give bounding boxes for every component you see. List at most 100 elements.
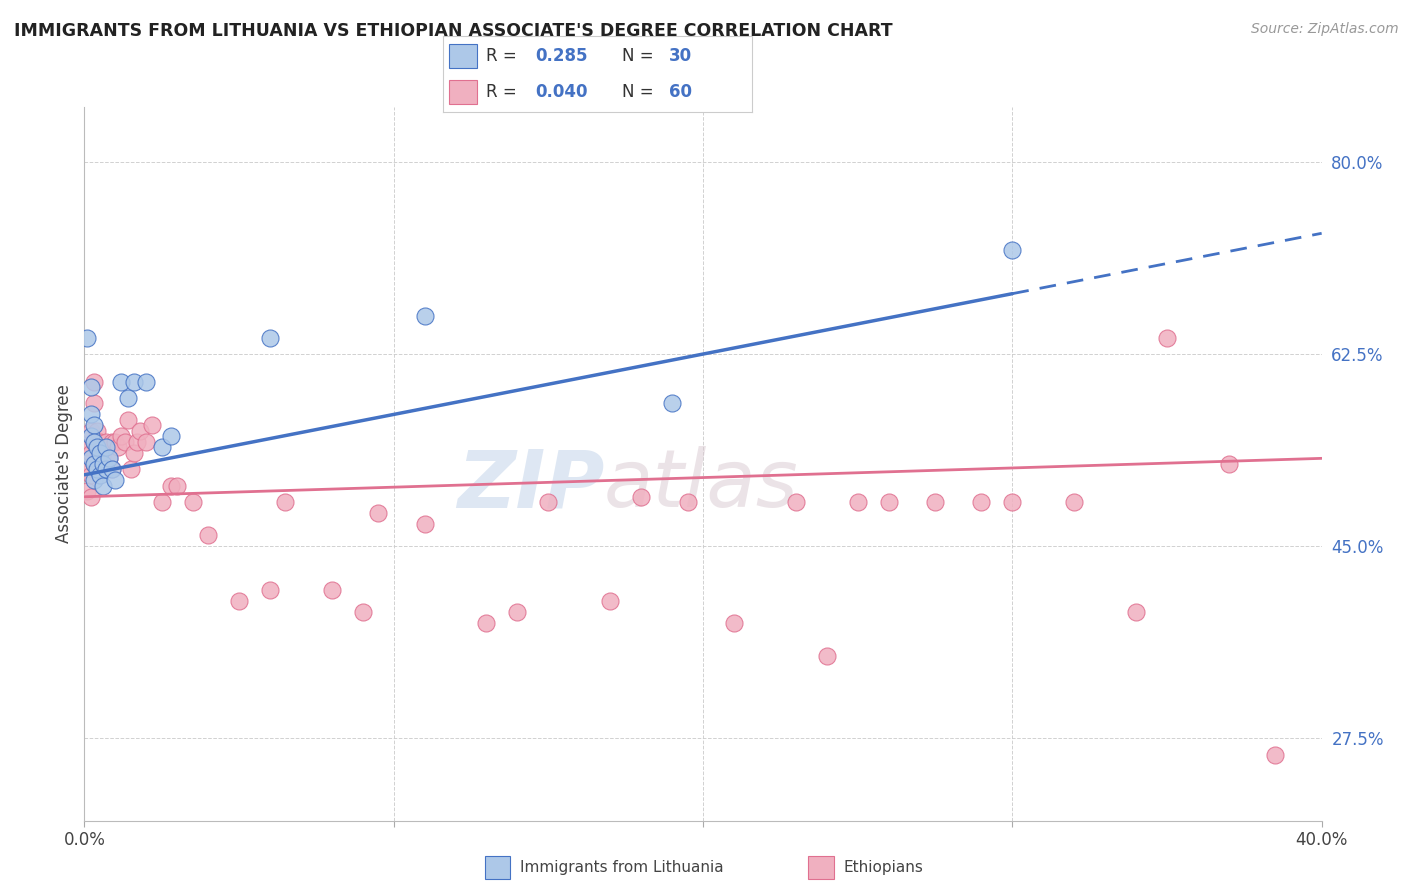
Point — [107, 441, 129, 455]
Point — [125, 434, 148, 449]
Point — [79, 380, 101, 394]
Point — [101, 462, 124, 476]
Point — [367, 506, 389, 520]
Point — [1125, 605, 1147, 619]
Point — [166, 479, 188, 493]
Point — [83, 434, 105, 449]
Text: 60: 60 — [669, 83, 692, 101]
Point — [89, 467, 111, 482]
Point — [79, 451, 101, 466]
Point — [79, 408, 101, 422]
Point — [122, 375, 145, 389]
Point — [413, 309, 436, 323]
Point — [91, 479, 114, 493]
Text: 0.040: 0.040 — [536, 83, 588, 101]
Text: 0.285: 0.285 — [536, 47, 588, 65]
Point — [150, 495, 173, 509]
Point — [83, 457, 105, 471]
Point — [79, 467, 101, 482]
Text: Ethiopians: Ethiopians — [844, 861, 924, 875]
Point — [83, 418, 105, 433]
Point — [76, 441, 98, 455]
Point — [79, 424, 101, 438]
Point — [181, 495, 204, 509]
Point — [101, 434, 124, 449]
Text: IMMIGRANTS FROM LITHUANIA VS ETHIOPIAN ASSOCIATE'S DEGREE CORRELATION CHART: IMMIGRANTS FROM LITHUANIA VS ETHIOPIAN A… — [14, 22, 893, 40]
Point — [79, 446, 101, 460]
Text: ZIP: ZIP — [457, 446, 605, 524]
Point — [160, 479, 183, 493]
Point — [129, 424, 152, 438]
Point — [86, 462, 108, 476]
Point — [1218, 457, 1240, 471]
Text: N =: N = — [623, 83, 659, 101]
Point — [117, 391, 139, 405]
Point — [110, 429, 132, 443]
Text: 30: 30 — [669, 47, 692, 65]
Point — [877, 495, 900, 509]
Text: R =: R = — [486, 83, 522, 101]
Point — [141, 418, 163, 433]
Point — [135, 375, 157, 389]
Point — [599, 594, 621, 608]
Point — [197, 528, 219, 542]
Point — [114, 434, 136, 449]
Point — [676, 495, 699, 509]
Point — [723, 615, 745, 630]
Point — [413, 517, 436, 532]
Point — [104, 473, 127, 487]
Point — [89, 446, 111, 460]
Bar — [449, 44, 477, 69]
Point — [98, 451, 121, 466]
Point — [160, 429, 183, 443]
Point — [79, 429, 101, 443]
Point — [661, 396, 683, 410]
Point — [86, 441, 108, 455]
Point — [1063, 495, 1085, 509]
Point — [274, 495, 297, 509]
Point — [506, 605, 529, 619]
Text: Immigrants from Lithuania: Immigrants from Lithuania — [520, 861, 724, 875]
Point — [970, 495, 993, 509]
Point — [135, 434, 157, 449]
Point — [76, 330, 98, 344]
Point — [91, 446, 114, 460]
Point — [86, 424, 108, 438]
Point — [76, 484, 98, 499]
Point — [259, 583, 281, 598]
Point — [259, 330, 281, 344]
Point — [76, 462, 98, 476]
Point — [94, 462, 117, 476]
Point — [630, 490, 652, 504]
Point — [104, 434, 127, 449]
Text: N =: N = — [623, 47, 659, 65]
Point — [83, 473, 105, 487]
Point — [785, 495, 807, 509]
Point — [94, 441, 117, 455]
Point — [352, 605, 374, 619]
Point — [924, 495, 946, 509]
Point — [101, 462, 124, 476]
Point — [110, 375, 132, 389]
Point — [120, 462, 142, 476]
Point — [83, 434, 105, 449]
Point — [815, 648, 838, 663]
Point — [1001, 243, 1024, 257]
Point — [79, 490, 101, 504]
Point — [846, 495, 869, 509]
Point — [89, 434, 111, 449]
Bar — [449, 79, 477, 104]
Point — [83, 375, 105, 389]
Point — [1156, 330, 1178, 344]
Point — [117, 413, 139, 427]
Point — [537, 495, 560, 509]
Y-axis label: Associate's Degree: Associate's Degree — [55, 384, 73, 543]
Point — [475, 615, 498, 630]
Point — [98, 451, 121, 466]
Point — [83, 457, 105, 471]
Point — [1001, 495, 1024, 509]
Text: R =: R = — [486, 47, 522, 65]
Point — [321, 583, 343, 598]
Text: atlas: atlas — [605, 446, 799, 524]
Point — [1264, 747, 1286, 762]
